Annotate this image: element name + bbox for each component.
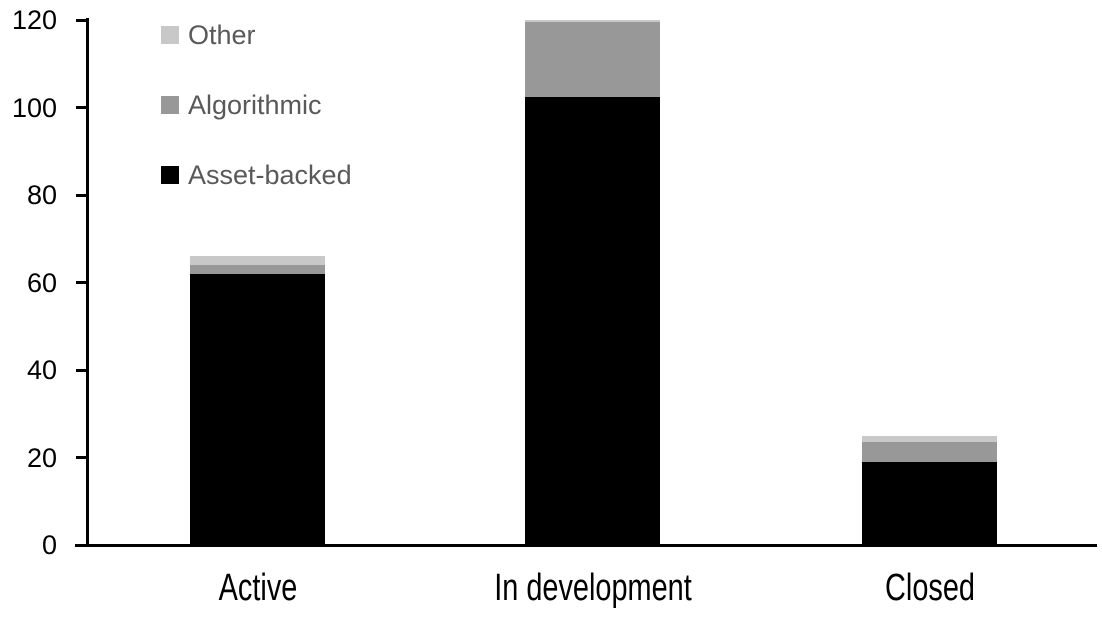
y-tick-label: 0 bbox=[41, 530, 57, 560]
category-label: Closed bbox=[884, 567, 975, 609]
category-label: In development bbox=[493, 567, 692, 609]
y-tick-mark bbox=[76, 106, 88, 109]
bar-segment-closed-other bbox=[862, 435, 997, 443]
y-tick-label: 20 bbox=[26, 442, 57, 473]
bar-segment-in-development-other bbox=[525, 20, 660, 23]
bar-segment-active-algorithmic bbox=[190, 265, 325, 274]
y-tick-label: 100 bbox=[11, 92, 57, 123]
bar-segment-in-development-algorithmic bbox=[525, 22, 660, 97]
legend-label: Other bbox=[188, 20, 256, 50]
y-tick-mark bbox=[76, 281, 88, 284]
legend-swatch-icon bbox=[161, 166, 179, 184]
bar-segment-closed-asset-backed bbox=[862, 461, 997, 545]
y-tick-mark bbox=[76, 543, 88, 547]
y-tick-label: 40 bbox=[26, 355, 57, 385]
legend-item-asset-backed: Asset-backed bbox=[161, 160, 352, 190]
legend-item-algorithmic: Algorithmic bbox=[161, 90, 322, 120]
bar-segment-active-other bbox=[190, 256, 325, 265]
y-tick-mark bbox=[76, 193, 88, 197]
legend-swatch-icon bbox=[161, 26, 179, 44]
y-tick-mark bbox=[76, 368, 88, 372]
y-tick-label: 60 bbox=[26, 267, 57, 298]
category-label: Active bbox=[218, 567, 297, 609]
legend-swatch-icon bbox=[161, 96, 179, 114]
legend-item-other: Other bbox=[161, 20, 256, 50]
bar-segment-in-development-asset-backed bbox=[525, 96, 660, 545]
legend-label: Algorithmic bbox=[188, 90, 322, 120]
y-tick-label: 80 bbox=[26, 180, 57, 210]
y-tick-mark bbox=[76, 18, 88, 22]
bar-segment-closed-algorithmic bbox=[862, 442, 997, 462]
y-tick-label: 120 bbox=[11, 5, 57, 35]
legend-label: Asset-backed bbox=[188, 160, 352, 190]
y-tick-mark bbox=[76, 456, 88, 459]
bar-segment-active-asset-backed bbox=[190, 273, 325, 545]
x-axis-line bbox=[75, 544, 1097, 547]
